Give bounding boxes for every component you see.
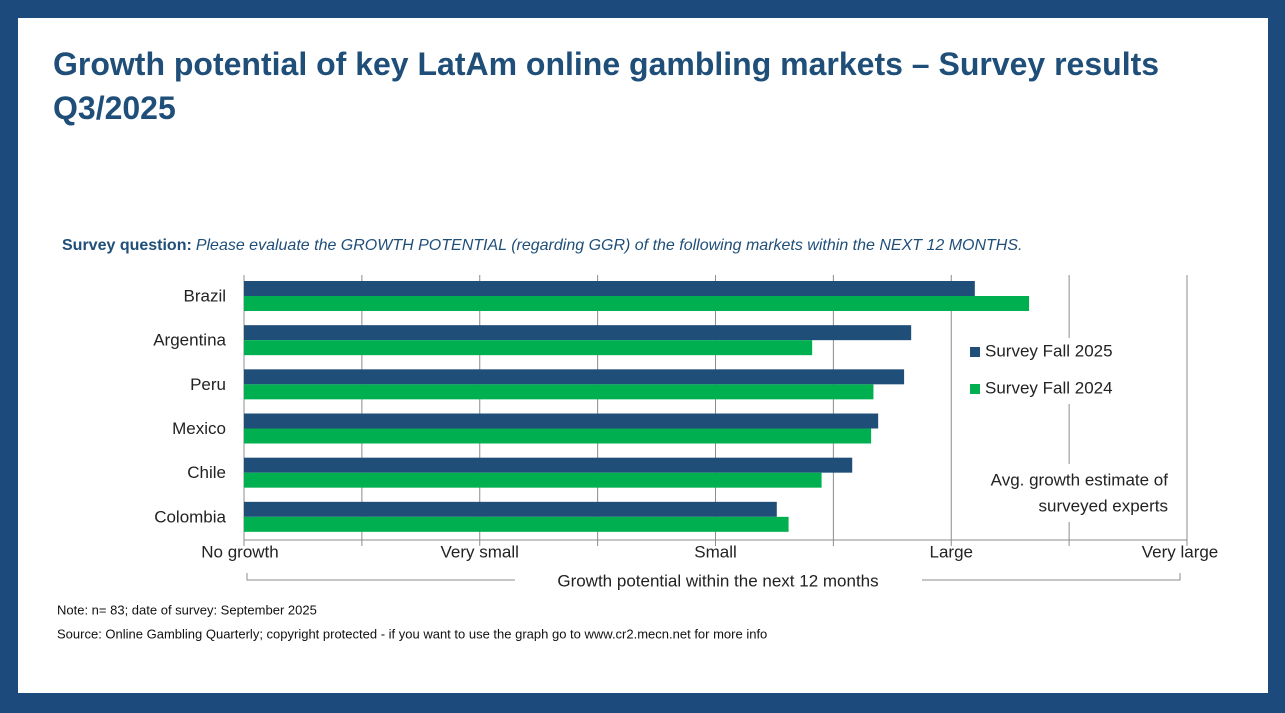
footnote: Note: n= 83; date of survey: September 2… bbox=[57, 602, 317, 617]
bar bbox=[244, 413, 879, 429]
legend-label: Survey Fall 2025 bbox=[985, 341, 1113, 360]
chart-title: Growth potential of key LatAm online gam… bbox=[53, 46, 1160, 126]
legend-box bbox=[962, 338, 1132, 404]
bar bbox=[244, 516, 789, 532]
bar bbox=[244, 501, 777, 517]
footnote: Source: Online Gambling Quarterly; copyr… bbox=[57, 626, 767, 641]
x-tick-label: Very small bbox=[441, 542, 519, 561]
bar bbox=[244, 340, 813, 356]
annotation: Avg. growth estimate of bbox=[991, 470, 1169, 489]
subtitle-label: Survey question: bbox=[62, 237, 192, 254]
axis-bracket bbox=[246, 573, 1181, 581]
y-tick-label: Colombia bbox=[154, 507, 226, 526]
subtitle-text: Please evaluate the GROWTH POTENTIAL (re… bbox=[196, 237, 1023, 254]
x-tick-label: No growth bbox=[201, 542, 278, 561]
y-tick-label: Peru bbox=[190, 375, 226, 394]
bar bbox=[244, 428, 872, 444]
x-tick-label: Small bbox=[694, 542, 737, 561]
x-axis-label: Growth potential within the next 12 mont… bbox=[557, 571, 878, 590]
y-tick-label: Chile bbox=[187, 463, 226, 482]
annotation-box bbox=[960, 464, 1175, 522]
y-tick-label: Mexico bbox=[172, 419, 226, 438]
bar bbox=[244, 281, 975, 296]
bar bbox=[244, 384, 874, 400]
y-tick-label: Brazil bbox=[183, 287, 226, 306]
bar bbox=[244, 369, 905, 385]
bar bbox=[244, 296, 1030, 311]
bar bbox=[244, 457, 853, 473]
annotation: surveyed experts bbox=[1039, 496, 1168, 515]
legend-label: Survey Fall 2024 bbox=[985, 378, 1113, 397]
legend-swatch bbox=[970, 347, 980, 357]
bar bbox=[244, 472, 822, 488]
legend-swatch bbox=[970, 384, 980, 394]
bar bbox=[244, 325, 912, 341]
x-tick-label: Very large bbox=[1142, 542, 1219, 561]
subtitle: Survey question: Please evaluate the GROW… bbox=[62, 237, 1022, 254]
y-tick-label: Argentina bbox=[153, 331, 226, 350]
x-tick-label: Large bbox=[930, 542, 973, 561]
